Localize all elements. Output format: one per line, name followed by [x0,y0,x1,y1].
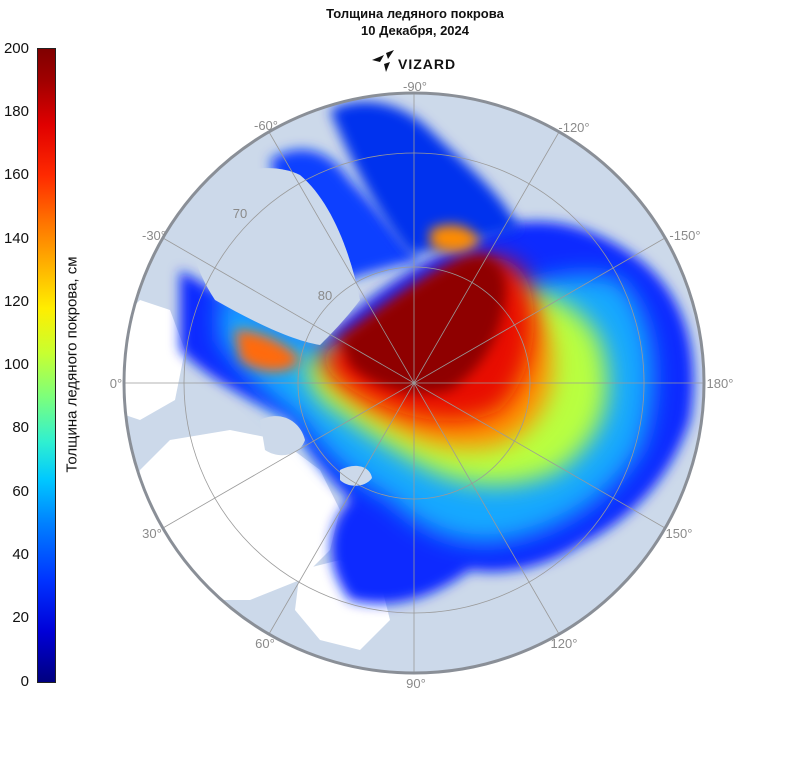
lon-label: 90° [406,676,426,691]
lon-label: 180° [707,376,734,391]
lon-label: -60° [254,118,278,133]
colorbar-tick: 160 [3,166,29,183]
colorbar-tick: 40 [12,546,29,563]
svalbard [260,416,305,456]
lon-label: 120° [551,636,578,651]
lon-label: -150° [669,228,700,243]
lon-label: -120° [558,120,589,135]
vizard-logo-text: VIZARD [398,56,457,72]
colorbar-tick: 0 [20,673,29,690]
lat-label: 70 [233,206,247,221]
colorbar-tick: 120 [3,293,29,310]
lon-label: 60° [255,636,275,651]
lon-label: -90° [403,79,427,94]
lon-label: 150° [666,526,693,541]
lon-label: 30° [142,526,162,541]
vizard-logo-icon [372,50,394,72]
colorbar-tick: 60 [12,483,29,500]
lon-label: 0° [110,376,122,391]
colorbar-tick: 140 [3,230,29,247]
lon-label: -30° [142,228,166,243]
colorbar-tick: 100 [3,356,29,373]
lat-label: 80 [318,288,332,303]
colorbar-tick: 180 [3,103,29,120]
vizard-logo: VIZARD [370,50,470,74]
colorbar-tick: 80 [12,419,29,436]
map-frame [122,91,706,675]
map-title: Толщина ледяного покрова [326,6,504,21]
franz-josef-land [340,465,372,486]
graticule [124,93,704,673]
colorbar-tick: 20 [12,609,29,626]
map-date: 10 Декабря, 2024 [361,23,469,38]
colorbar [37,48,56,683]
greenland [188,168,360,345]
colorbar-tick: 200 [3,40,29,57]
